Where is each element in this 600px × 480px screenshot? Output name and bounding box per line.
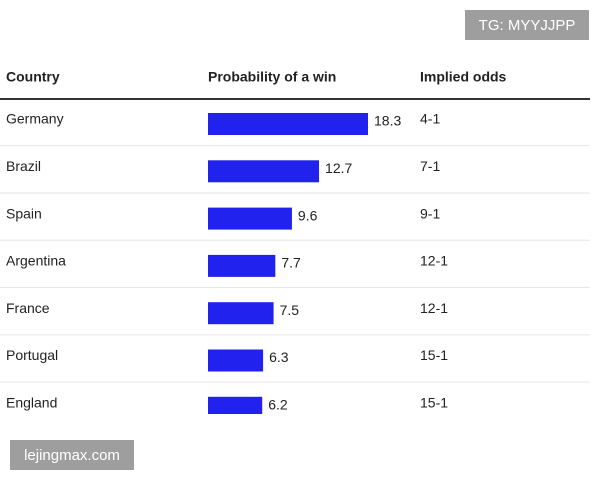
odds: 7-1 xyxy=(420,158,440,174)
odds: 4-1 xyxy=(420,111,440,127)
watermark: TG: MYYJJPP xyxy=(479,17,576,34)
country: Argentina xyxy=(6,253,66,269)
odds: 9-1 xyxy=(420,205,440,221)
watermark-box xyxy=(10,440,134,470)
bar xyxy=(208,349,264,372)
column-header: Implied odds xyxy=(420,69,507,85)
country: Portugal xyxy=(6,347,58,363)
watermark-box xyxy=(465,10,589,40)
bar xyxy=(208,113,368,135)
value-label: 6.3 xyxy=(269,349,289,365)
column-header: Country xyxy=(6,69,60,85)
value-label: 7.5 xyxy=(280,302,300,318)
country: France xyxy=(6,300,50,316)
bar xyxy=(208,302,274,325)
value-label: 18.3 xyxy=(374,113,401,129)
country: England xyxy=(6,395,57,411)
odds: 12-1 xyxy=(420,300,448,316)
column-header: Probability of a win xyxy=(208,69,336,85)
value-label: 6.2 xyxy=(268,397,288,413)
table: Implied odds Germany 4-1 18.3 Brazil 7-1 12.7 S… xyxy=(0,69,600,480)
country: Brazil xyxy=(6,158,41,174)
value-label: 9.6 xyxy=(298,207,318,223)
country: Germany xyxy=(6,111,64,127)
bar xyxy=(208,160,320,183)
value-label: 12.7 xyxy=(325,160,352,176)
country: Spain xyxy=(6,205,42,221)
odds: 15-1 xyxy=(420,347,448,363)
odds: 12-1 xyxy=(420,253,448,269)
watermark: lejingmax.com xyxy=(24,447,120,464)
bar xyxy=(208,254,276,277)
odds: 15-1 xyxy=(420,395,448,411)
bar xyxy=(208,396,263,419)
value-label: 7.7 xyxy=(281,255,301,271)
bar xyxy=(208,207,292,230)
